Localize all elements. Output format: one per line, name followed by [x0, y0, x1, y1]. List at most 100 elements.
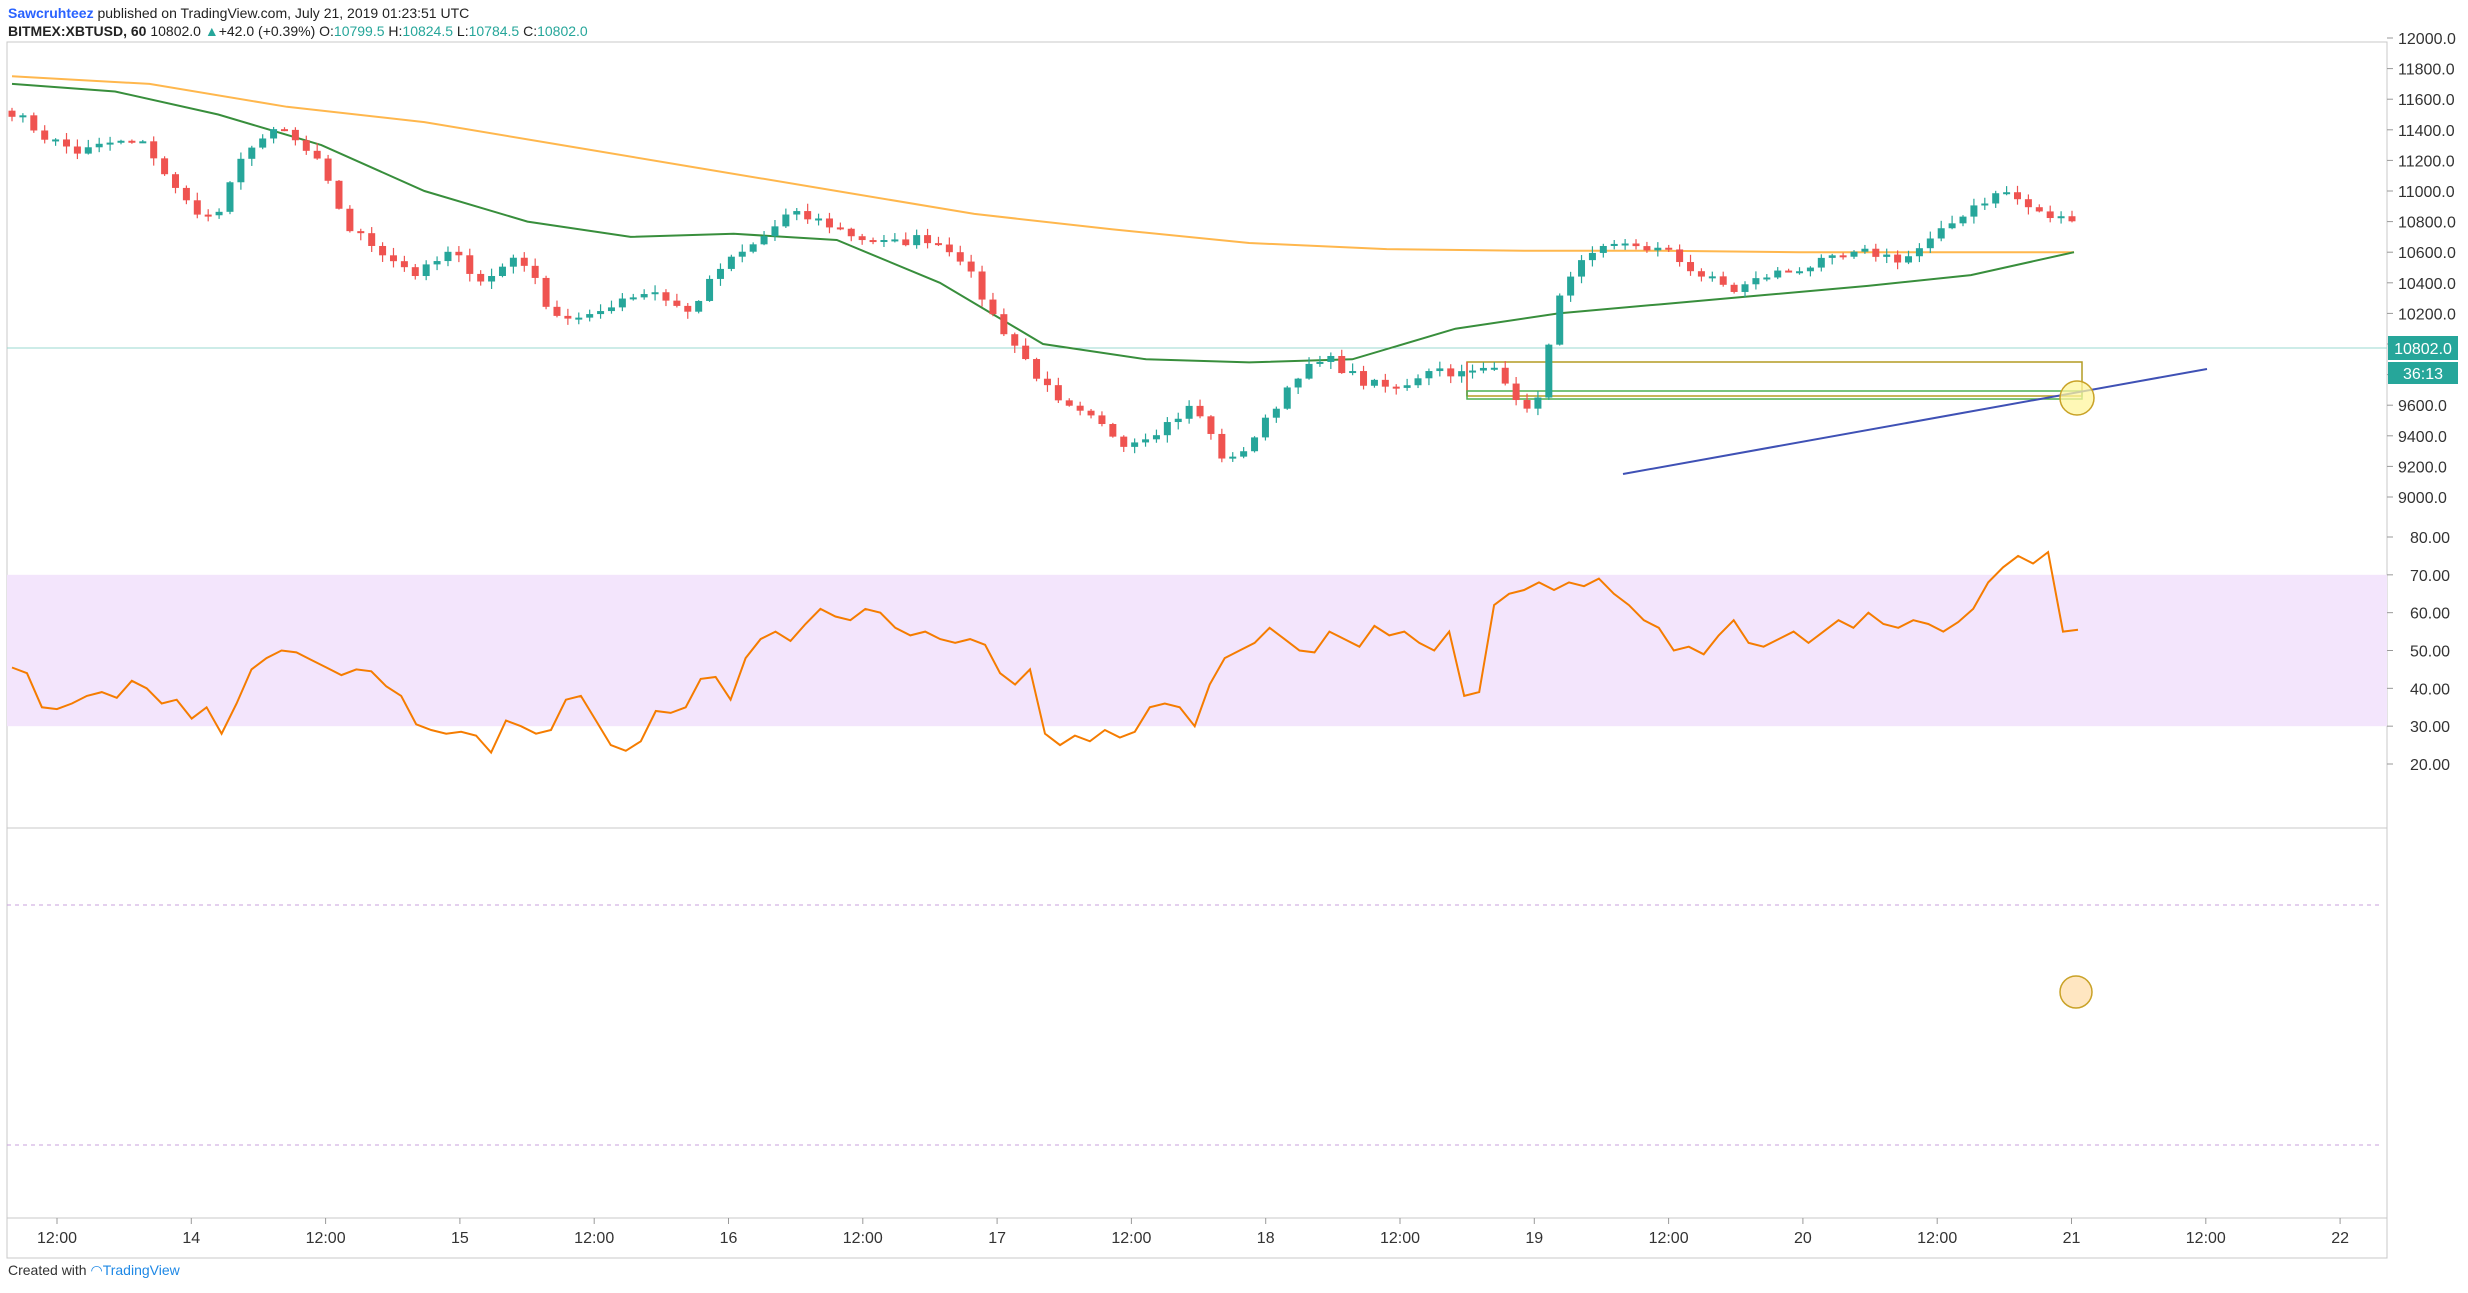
candle-body	[1828, 255, 1836, 258]
candle-body	[858, 236, 866, 241]
close-value: 10802.0	[537, 23, 588, 39]
candle-body	[597, 311, 605, 315]
candle-body	[1294, 378, 1302, 388]
candle-body	[542, 277, 550, 307]
candle-body	[2024, 199, 2032, 208]
price-tick-label: 11400.0	[2398, 123, 2455, 140]
candle-body	[1970, 205, 1978, 217]
candle-body	[913, 235, 921, 246]
ma-slow-line	[11, 75, 2074, 254]
candle-body	[1763, 277, 1771, 280]
candle-body	[1959, 216, 1967, 224]
candle-body	[575, 317, 583, 320]
candle-body	[1883, 254, 1891, 257]
candle-body	[2057, 216, 2065, 219]
candle-body	[1545, 344, 1553, 398]
time-tick-label: 14	[182, 1230, 200, 1247]
time-tick-label: 12:00	[37, 1230, 77, 1247]
candle-body	[1120, 436, 1128, 447]
candle-body	[1817, 257, 1825, 268]
candle-body	[171, 174, 179, 188]
trendline[interactable]	[1622, 368, 2208, 475]
candle-body	[1098, 415, 1106, 425]
price-tick-label: 9400.0	[2398, 429, 2447, 446]
candle-body	[662, 292, 670, 301]
rsi-band	[7, 574, 2387, 727]
candle-body	[1676, 249, 1684, 263]
candle-body	[651, 292, 659, 295]
candle-body	[1708, 276, 1716, 279]
candle-body	[1142, 439, 1150, 443]
candle-body	[422, 264, 430, 277]
candle-body	[836, 227, 844, 230]
candle-body	[771, 226, 779, 237]
candle-body	[1338, 355, 1346, 374]
price-tick-label: 11600.0	[2398, 92, 2455, 109]
candle-body	[531, 265, 539, 278]
candle-body	[1076, 405, 1084, 411]
price-tick-label: 12000.0	[2398, 31, 2456, 48]
candle-body	[455, 251, 463, 256]
range-box-lower	[1466, 390, 2083, 400]
close-label: C:	[523, 23, 538, 39]
candle-body	[237, 158, 245, 183]
candle-body	[368, 233, 376, 246]
candle-body	[738, 251, 746, 257]
tradingview-brand[interactable]: TradingView	[102, 1262, 180, 1278]
candle-body	[629, 297, 637, 300]
candle-body	[1915, 248, 1923, 257]
candle-body	[989, 299, 997, 315]
time-tick-label: 12:00	[306, 1230, 346, 1247]
time-tick-label: 19	[1525, 1230, 1543, 1247]
price-tick-label: 11200.0	[2398, 153, 2455, 170]
candle-body	[1578, 260, 1586, 277]
time-tick-label: 16	[720, 1230, 738, 1247]
candle-body	[84, 147, 92, 154]
candle-body	[1283, 387, 1291, 409]
candle-body	[1534, 397, 1542, 409]
published-text: published on TradingView.com, July 21, 2…	[97, 5, 470, 21]
candle-body	[716, 268, 724, 279]
candle-body	[324, 158, 332, 181]
price-tick-label: 10200.0	[2398, 306, 2456, 323]
candle-body	[204, 214, 212, 217]
candle-body	[444, 251, 452, 262]
candle-body	[346, 208, 354, 232]
candle-body	[967, 261, 975, 272]
candle-body	[804, 211, 812, 220]
candle-body	[400, 261, 408, 268]
high-label: H:	[388, 23, 403, 39]
candle-body	[760, 236, 768, 245]
created-with-text: Created with	[8, 1262, 87, 1278]
time-tick-label: 12:00	[1380, 1230, 1420, 1247]
candle-body	[1687, 262, 1695, 272]
time-tick-label: 12:00	[1111, 1230, 1151, 1247]
price-tick-label: 10800.0	[2398, 215, 2456, 232]
candle-body	[902, 239, 910, 246]
candle-body	[1360, 371, 1368, 386]
high-value: 10824.5	[402, 23, 454, 39]
candle-body	[640, 294, 648, 298]
candle-body	[1458, 371, 1466, 377]
author-link[interactable]: Sawcruhteez	[8, 5, 94, 21]
candle-body	[1665, 247, 1673, 250]
candle-body	[259, 138, 267, 148]
candle-body	[182, 187, 190, 201]
candle-body	[553, 306, 561, 316]
candle-body	[1163, 422, 1171, 436]
candle-body	[978, 271, 986, 300]
candle-body	[1011, 334, 1019, 346]
ohlc-legend: BITMEX:XBTUSD, 60 10802.0 ▲+42.0 (+0.39%…	[8, 22, 588, 40]
candle-body	[1588, 252, 1596, 261]
candle-body	[128, 140, 136, 143]
candle-body	[1926, 238, 1934, 249]
candle-body	[1370, 379, 1378, 386]
rsi-axis-ticks: 80.00 70.00 60.00 50.00 40.00 30.00 20.00	[2387, 530, 2450, 774]
candle-body	[1425, 371, 1433, 379]
candle-body	[586, 314, 594, 318]
candle-body	[1000, 314, 1008, 335]
candle-body	[934, 243, 942, 246]
price-tick-label: 9000.0	[2398, 490, 2447, 507]
candle-body	[1261, 417, 1269, 438]
